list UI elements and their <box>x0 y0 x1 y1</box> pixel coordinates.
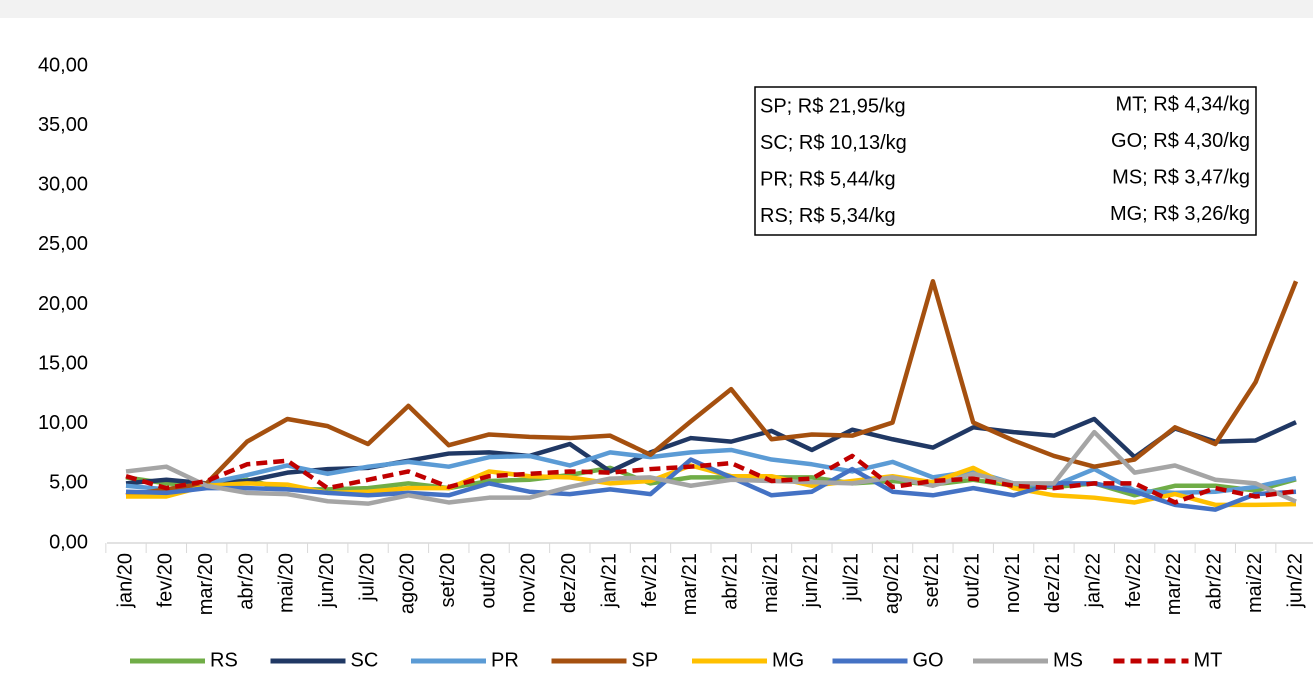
legend-label: SC <box>351 649 379 671</box>
x-tick-label: out/21 <box>962 553 984 609</box>
x-tick-label: jan/21 <box>598 553 620 609</box>
y-tick-label: 10,00 <box>38 412 88 434</box>
x-tick-label: set/21 <box>921 553 943 607</box>
x-tick-label: dez/21 <box>1042 553 1064 613</box>
x-tick-label: mai/22 <box>1244 553 1266 613</box>
annotation-box <box>754 86 1257 236</box>
x-tick-label: mar/20 <box>195 553 217 615</box>
y-tick-label: 40,00 <box>38 54 88 76</box>
x-tick-label: jun/20 <box>316 553 338 609</box>
y-tick-label: 25,00 <box>38 233 88 255</box>
x-tick-label: ago/21 <box>881 553 903 614</box>
x-tick-label: jun/22 <box>1284 553 1306 609</box>
x-tick-label: mai/20 <box>276 553 298 613</box>
y-tick-label: 35,00 <box>38 114 88 136</box>
x-tick-label: dez/20 <box>558 553 580 613</box>
x-tick-label: jul/20 <box>356 553 378 602</box>
y-tick-label: 5,00 <box>49 472 88 494</box>
annotation-text: SC; R$ 10,13/kg <box>760 132 907 154</box>
x-tick-label: fev/21 <box>639 553 661 607</box>
x-tick-label: mar/21 <box>679 553 701 615</box>
y-tick-label: 15,00 <box>38 352 88 374</box>
annotation-text: MG; R$ 3,26/kg <box>1110 203 1250 225</box>
x-tick-label: jan/20 <box>114 553 136 609</box>
x-tick-label: ago/20 <box>397 553 419 614</box>
series-line <box>125 457 1297 512</box>
series-line <box>125 416 1297 486</box>
series-line <box>125 453 1297 505</box>
x-tick-label: set/20 <box>437 553 459 607</box>
x-tick-label: mar/22 <box>1163 553 1185 615</box>
x-tick-label: fev/22 <box>1123 553 1145 607</box>
x-tick-label: out/20 <box>477 553 499 609</box>
annotation-text: PR; R$ 5,44/kg <box>760 168 896 190</box>
y-tick-label: 0,00 <box>49 531 88 553</box>
series-line <box>125 429 1297 506</box>
annotation-text: RS; R$ 5,34/kg <box>760 205 896 227</box>
series-line <box>125 447 1297 496</box>
legend-label: SP <box>632 649 659 671</box>
x-tick-label: nov/20 <box>518 553 540 613</box>
x-tick-label: abr/22 <box>1204 553 1226 610</box>
legend-label: GO <box>913 649 944 671</box>
annotation-text: SP; R$ 21,95/kg <box>760 95 906 117</box>
legend-label: MS <box>1053 649 1083 671</box>
y-tick-label: 30,00 <box>38 174 88 196</box>
series-line <box>125 278 1299 498</box>
x-tick-label: jun/21 <box>800 553 822 609</box>
legend-label: MT <box>1194 649 1223 671</box>
annotation-text: MS; R$ 3,47/kg <box>1112 166 1250 188</box>
x-tick-label: abr/20 <box>235 553 257 610</box>
legend-label: PR <box>491 649 519 671</box>
legend-label: MG <box>772 649 804 671</box>
x-tick-label: jan/22 <box>1083 553 1105 609</box>
legend-label: RS <box>210 649 238 671</box>
annotation-text: MT; R$ 4,34/kg <box>1115 93 1250 115</box>
y-tick-label: 20,00 <box>38 293 88 315</box>
x-tick-label: nov/21 <box>1002 553 1024 613</box>
x-tick-label: mai/21 <box>760 553 782 613</box>
annotation-text: GO; R$ 4,30/kg <box>1111 130 1250 152</box>
x-tick-label: fev/20 <box>155 553 177 607</box>
x-tick-label: jul/21 <box>840 553 862 602</box>
x-tick-label: abr/21 <box>719 553 741 610</box>
